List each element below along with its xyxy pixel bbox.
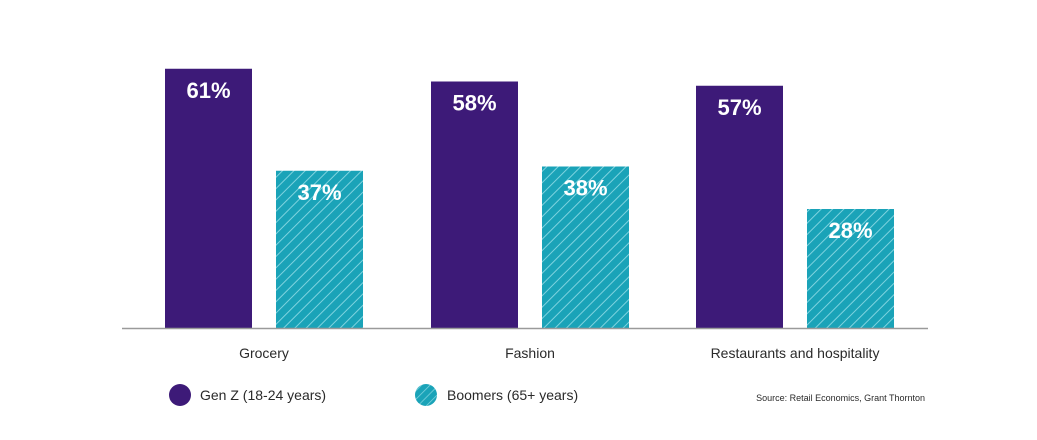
bars-layer xyxy=(165,68,894,328)
bar-value-label: 57% xyxy=(717,95,761,120)
category-label: Restaurants and hospitality xyxy=(711,345,880,361)
bar-boomers-2 xyxy=(542,166,629,328)
bar-genz-2 xyxy=(431,81,518,328)
category-labels-layer: Grocery Fashion Restaurants and hospitalit… xyxy=(239,345,879,361)
legend-swatch-genz xyxy=(169,384,191,406)
bar-value-label: 28% xyxy=(828,218,872,243)
bar-labels-layer: 61% 37% 58% 38% 57% 28% xyxy=(186,78,872,243)
bar-value-label: 38% xyxy=(563,176,607,201)
bar-value-label: 61% xyxy=(186,78,230,103)
bar-genz-3 xyxy=(696,85,783,328)
category-label: Fashion xyxy=(505,345,555,361)
bar-boomers-3 xyxy=(807,209,894,328)
bar-value-label: 58% xyxy=(452,91,496,116)
legend: Gen Z (18-24 years) Boomers (65+ years) xyxy=(169,384,578,406)
legend-swatch-boomers xyxy=(415,384,437,406)
bar-value-label: 37% xyxy=(297,180,341,205)
legend-label-genz: Gen Z (18-24 years) xyxy=(200,387,326,403)
bar-boomers-1 xyxy=(276,170,363,328)
category-label: Grocery xyxy=(239,345,289,361)
source-note: Source: Retail Economics, Grant Thornton xyxy=(756,393,925,403)
legend-label-boomers: Boomers (65+ years) xyxy=(447,387,578,403)
bar-genz-1 xyxy=(165,68,252,328)
